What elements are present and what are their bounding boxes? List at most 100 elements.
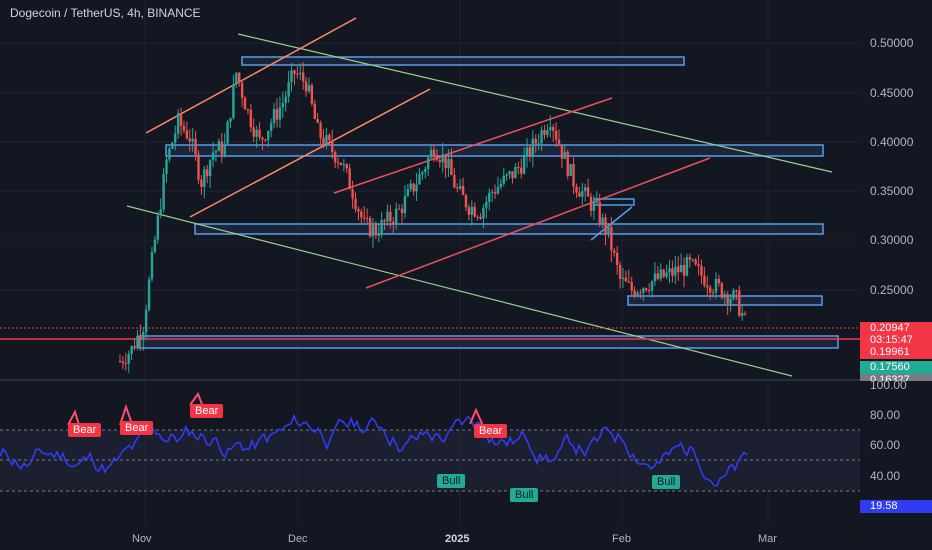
candle-body bbox=[400, 208, 404, 214]
candle-body bbox=[223, 143, 226, 155]
candle-body bbox=[185, 130, 189, 139]
candle-body bbox=[339, 162, 343, 165]
candle-body bbox=[307, 85, 311, 92]
candle-body bbox=[133, 346, 136, 349]
candle-body bbox=[182, 125, 186, 131]
candle-body bbox=[563, 151, 567, 159]
candle-body bbox=[348, 168, 351, 190]
candle-body bbox=[232, 84, 235, 118]
candle-body bbox=[284, 96, 287, 104]
candle-body bbox=[743, 313, 747, 315]
candle-body bbox=[543, 130, 546, 136]
candle-body bbox=[444, 154, 447, 169]
candle-body bbox=[674, 266, 677, 276]
candle-body bbox=[278, 107, 282, 120]
candle-body bbox=[560, 145, 564, 159]
candle-body bbox=[537, 143, 540, 145]
candle-body bbox=[415, 184, 418, 192]
candle-body bbox=[360, 211, 363, 218]
candle-body bbox=[528, 147, 532, 158]
candle-body bbox=[142, 332, 145, 340]
candle-body bbox=[598, 201, 601, 224]
candle-body bbox=[488, 192, 491, 202]
candle-body bbox=[197, 154, 200, 180]
candle-body bbox=[525, 147, 529, 157]
candle-body bbox=[229, 117, 232, 122]
candle-body bbox=[505, 174, 508, 176]
candle-body bbox=[371, 225, 375, 237]
candle-body bbox=[136, 335, 139, 349]
candle-body bbox=[374, 225, 378, 236]
candle-body bbox=[389, 211, 392, 222]
candle-body bbox=[252, 127, 255, 137]
rsi-axis-label: 40.00 bbox=[870, 469, 901, 483]
trendline-red-1 bbox=[333, 97, 613, 194]
candle-body bbox=[511, 171, 514, 179]
candle-body bbox=[476, 216, 479, 218]
candle-body bbox=[453, 174, 456, 188]
candle-body bbox=[287, 81, 290, 97]
candle-body bbox=[243, 97, 247, 110]
candle-body bbox=[377, 234, 380, 236]
candle-body bbox=[365, 218, 369, 220]
candle-body bbox=[363, 217, 366, 219]
candle-body bbox=[130, 346, 133, 355]
candle-body bbox=[156, 215, 159, 240]
candle-body bbox=[703, 275, 706, 286]
candle-body bbox=[615, 252, 619, 265]
candle-body bbox=[607, 226, 610, 235]
candle-body bbox=[168, 148, 171, 160]
candle-body bbox=[418, 174, 421, 185]
rsi-bear-segment-1 bbox=[67, 409, 81, 429]
countdown-tag: 03:15:47 bbox=[860, 334, 932, 347]
candle-body bbox=[159, 209, 162, 216]
candle-body bbox=[531, 138, 535, 158]
candle-body bbox=[191, 138, 194, 142]
candle-body bbox=[217, 141, 221, 152]
rsi-bear-segment-4 bbox=[469, 407, 485, 429]
date-axis-label: Nov bbox=[132, 533, 152, 545]
candle-body bbox=[188, 138, 191, 142]
candle-body bbox=[581, 191, 584, 197]
candle-body bbox=[162, 173, 165, 210]
candle-body bbox=[711, 292, 715, 294]
line-price-tag: 0.19961 bbox=[860, 346, 932, 359]
last-price-tag: 0.20947 bbox=[860, 322, 932, 335]
candle-body bbox=[572, 164, 575, 187]
candle-body bbox=[630, 281, 633, 291]
candle-body bbox=[639, 292, 642, 294]
candle-body bbox=[677, 266, 680, 273]
candle-body bbox=[429, 149, 433, 158]
candle-body bbox=[275, 109, 279, 120]
candle-body bbox=[319, 122, 322, 138]
candle-body bbox=[267, 130, 270, 141]
candle-body bbox=[485, 201, 488, 208]
candle-body bbox=[345, 164, 348, 169]
zone-bottom bbox=[138, 335, 839, 349]
candle-body bbox=[299, 72, 302, 75]
candle-body bbox=[694, 259, 697, 265]
candle-body bbox=[432, 149, 436, 157]
candle-body bbox=[467, 207, 471, 215]
zone-mid bbox=[194, 223, 824, 235]
candle-body bbox=[450, 159, 453, 175]
trendline-red-2 bbox=[365, 157, 711, 289]
zone-top bbox=[241, 56, 685, 66]
candle-body bbox=[668, 268, 671, 273]
candle-body bbox=[517, 166, 520, 168]
candle-body bbox=[557, 139, 561, 146]
candle-body bbox=[470, 206, 473, 215]
price-axis-label: 0.50000 bbox=[870, 36, 914, 50]
candle-body bbox=[290, 70, 293, 82]
candle-body bbox=[386, 211, 389, 222]
candle-body bbox=[147, 279, 151, 310]
candle-body bbox=[691, 259, 694, 261]
candle-body bbox=[636, 292, 639, 296]
candle-body bbox=[671, 268, 674, 276]
candle-body bbox=[700, 265, 703, 276]
candle-body bbox=[438, 160, 442, 163]
candle-body bbox=[200, 179, 203, 187]
candle-body bbox=[409, 183, 412, 189]
